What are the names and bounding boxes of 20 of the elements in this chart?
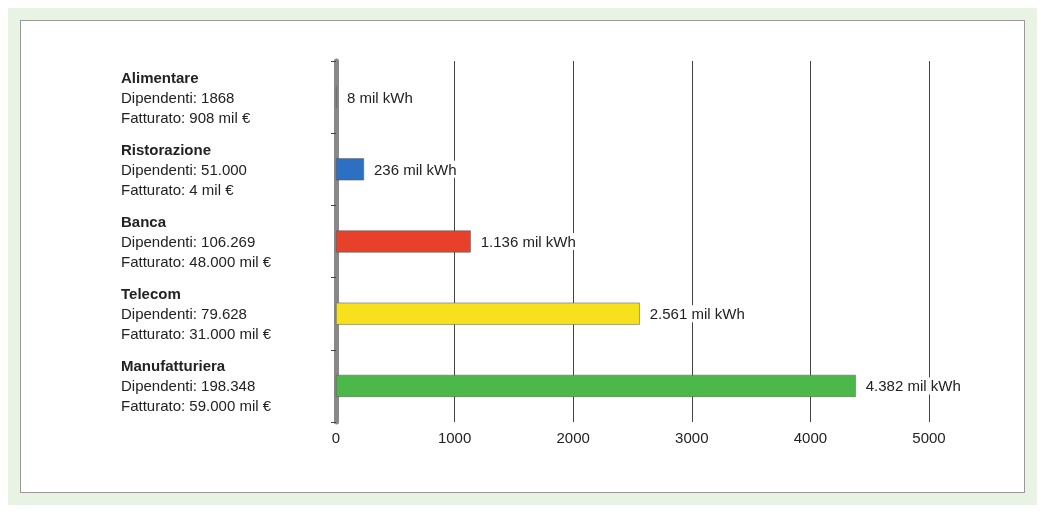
bar	[336, 374, 856, 397]
y-tick-label: Alimentare Dipendenti: 1868 Fatturato: 908 mil €	[121, 68, 251, 126]
x-tick-label: 3000	[675, 429, 709, 446]
data-label: 236 mil kWh	[373, 160, 457, 178]
bar	[336, 302, 640, 325]
y-tick-label: Ristorazione Dipendenti: 51.000 Fatturato: 4 mil €	[121, 140, 247, 198]
bar	[336, 230, 471, 253]
x-tick-label: 5000	[912, 429, 946, 446]
x-tick-label: 1000	[437, 429, 472, 446]
x-tick-label: 2000	[556, 429, 590, 446]
data-label: 4.382 mil kWh	[865, 377, 961, 395]
x-tick-label: 0	[331, 429, 341, 446]
x-tick-label: 4000	[793, 429, 828, 446]
y-tick-label: Telecom Dipendenti: 79.628 Fatturato: 31.000 mil €	[121, 285, 272, 343]
y-tick-label: Manufatturiera Dipendenti: 198.348 Fatturato: 59.000 mil €	[121, 357, 272, 415]
data-label: 2.561 mil kWh	[649, 305, 745, 323]
data-label: 1.136 mil kWh	[480, 233, 576, 250]
bar	[336, 158, 364, 181]
data-label: 8 mil kWh	[346, 88, 413, 106]
y-tick-label: Banca Dipendenti: 106.269 Fatturato: 48.000 mil €	[121, 213, 272, 270]
